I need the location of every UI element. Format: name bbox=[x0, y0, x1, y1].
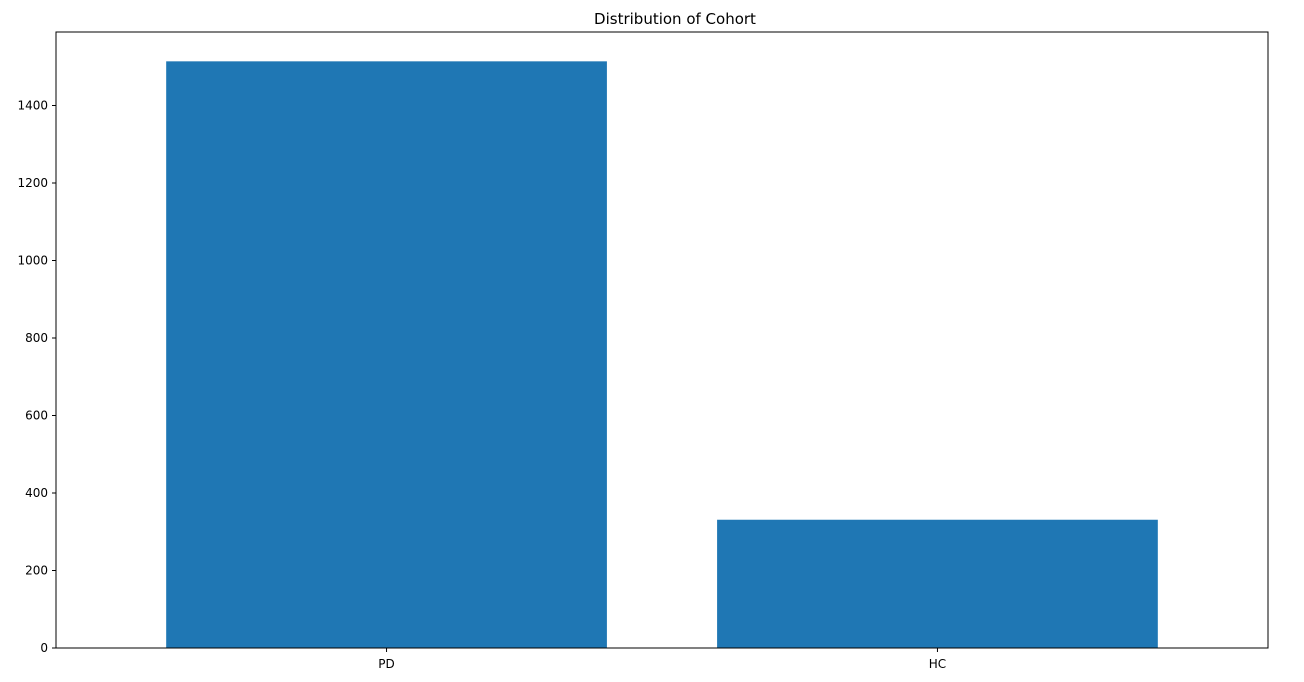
y-tick-label: 400 bbox=[25, 486, 48, 500]
bar-hc bbox=[717, 519, 1158, 648]
y-tick-label: 0 bbox=[40, 641, 48, 655]
x-tick-label: HC bbox=[929, 657, 946, 671]
bars-group bbox=[166, 61, 1158, 649]
y-tick-label: 1200 bbox=[17, 176, 48, 190]
plot-frame bbox=[55, 31, 1269, 649]
y-tick-label: 200 bbox=[25, 564, 48, 578]
y-tick-label: 800 bbox=[25, 331, 48, 345]
y-tick-label: 1000 bbox=[17, 254, 48, 268]
x-tick-label: PD bbox=[378, 657, 394, 671]
y-tick-label: 600 bbox=[25, 409, 48, 423]
bar-pd bbox=[166, 61, 607, 649]
x-axis: PD HC bbox=[378, 648, 946, 671]
chart-title: Distribution of Cohort bbox=[594, 10, 756, 28]
y-axis: 0 200 400 600 800 1000 1200 1400 bbox=[17, 99, 56, 655]
y-tick-label: 1400 bbox=[17, 99, 48, 113]
